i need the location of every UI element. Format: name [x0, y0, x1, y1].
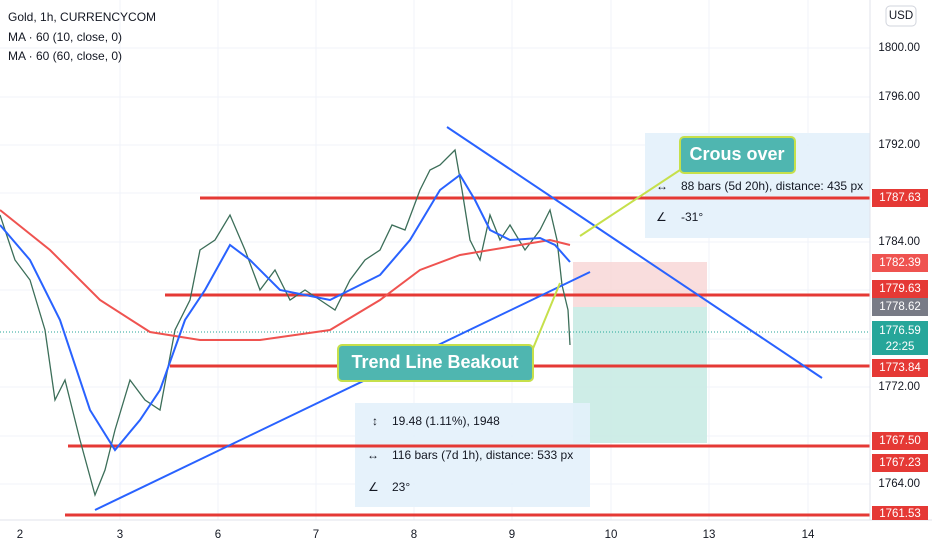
chart-title: Gold, 1h, CURRENCYCOM — [8, 10, 156, 24]
measure-icon: ∠ — [656, 210, 667, 224]
price-label — [872, 280, 928, 298]
price-label-text: 1778.62 — [879, 301, 921, 313]
price-label — [872, 321, 928, 355]
price-label-text: 1776.59 — [879, 325, 921, 337]
price-label — [872, 454, 928, 472]
measure-box — [355, 403, 590, 507]
price-label-text: 1767.23 — [879, 457, 921, 469]
time-tick: 3 — [117, 529, 123, 541]
price-tick: 1800.00 — [878, 42, 920, 54]
callout-text: Trend Line Beakout — [351, 352, 518, 372]
price-label-text: 1787.63 — [879, 192, 921, 204]
indicator: MA · 60 (10, close, 0) — [8, 30, 122, 44]
time-tick: 6 — [215, 529, 221, 541]
time-tick: 13 — [703, 529, 716, 541]
callout-text: Crous over — [689, 144, 784, 164]
measure-text: 19.48 (1.11%), 1948 — [392, 414, 500, 428]
price-label — [872, 298, 928, 316]
time-tick: 7 — [313, 529, 319, 541]
indicator: MA · 60 (60, close, 0) — [8, 49, 122, 63]
price-label-text: 1773.84 — [879, 362, 921, 374]
measure-text: 88 bars (5d 20h), distance: 435 px — [681, 179, 863, 193]
price-label — [872, 432, 928, 450]
price-label — [872, 506, 928, 520]
time-tick: 10 — [605, 529, 618, 541]
time-tick: 14 — [802, 529, 815, 541]
price-label-text: 1761.53 — [879, 508, 921, 520]
measure-icon: ↔ — [656, 179, 668, 193]
price-label-text: 1782.39 — [879, 257, 921, 269]
currency-button[interactable] — [885, 5, 917, 27]
measure-icon: ∠ — [368, 480, 379, 494]
ma-60 — [0, 209, 571, 341]
price-tick: 1796.00 — [878, 91, 920, 103]
price-label — [872, 254, 928, 272]
price-label-text: 1767.50 — [879, 435, 921, 447]
price-tick: 1764.00 — [878, 478, 920, 490]
ma-10 — [0, 173, 571, 452]
measure-text: -31° — [681, 210, 703, 224]
price — [0, 148, 571, 498]
measure-icon: ↕ — [372, 414, 378, 428]
callout — [679, 136, 796, 174]
measure-icon: ↔ — [367, 448, 379, 462]
price-tick: 1792.00 — [878, 139, 920, 151]
time-tick: 2 — [17, 529, 23, 541]
price-label — [872, 189, 928, 207]
price-label-text: 1779.63 — [879, 283, 921, 295]
callout — [337, 344, 534, 382]
price-tick: 1772.00 — [878, 381, 920, 393]
callout-pointer — [579, 169, 681, 237]
stop-zone — [573, 262, 707, 307]
measure-text: 23° — [392, 480, 410, 494]
countdown: 22:25 — [886, 341, 915, 353]
measure-text: 116 bars (7d 1h), distance: 533 px — [392, 448, 573, 462]
trend-line — [446, 126, 823, 379]
price-tick: 1784.00 — [878, 236, 920, 248]
trend-line — [94, 271, 591, 511]
time-tick: 8 — [411, 529, 417, 541]
time-tick: 9 — [509, 529, 515, 541]
target-zone — [573, 307, 707, 443]
price-label — [872, 359, 928, 377]
currency[interactable]: USD — [889, 10, 913, 22]
